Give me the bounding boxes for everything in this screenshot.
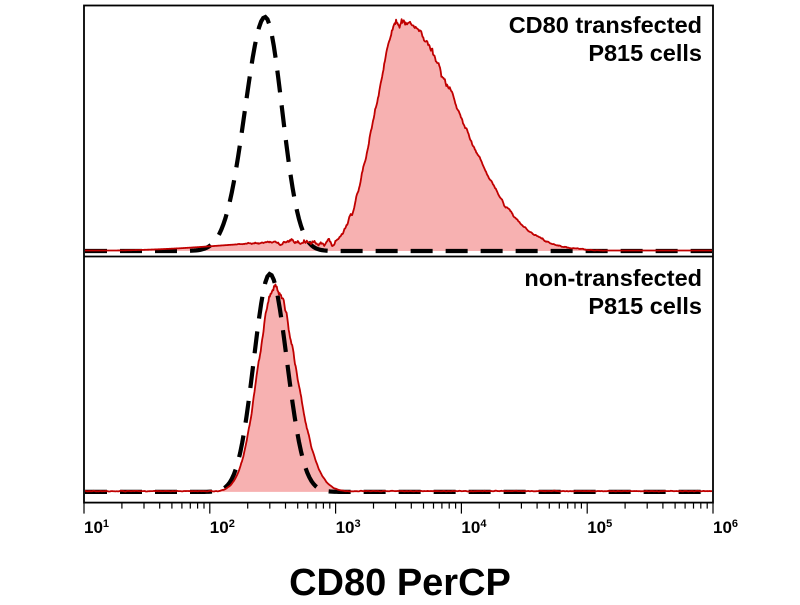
svg-text:P815 cells: P815 cells [588, 293, 702, 319]
svg-text:non-transfected: non-transfected [524, 265, 702, 291]
svg-text:CD80 transfected: CD80 transfected [509, 12, 702, 38]
svg-text:P815 cells: P815 cells [588, 40, 702, 66]
svg-text:CD80 PerCP: CD80 PerCP [289, 562, 511, 600]
